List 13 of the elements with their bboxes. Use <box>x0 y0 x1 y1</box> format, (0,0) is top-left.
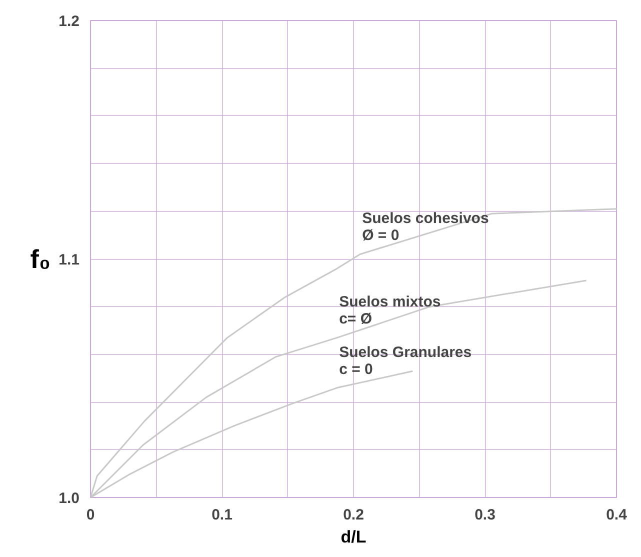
x-tick-label: 0.4 <box>606 506 628 524</box>
x-tick-label: 0.2 <box>343 506 364 524</box>
y-axis-title: f₀ <box>30 244 51 274</box>
x-tick-label: 0.1 <box>212 506 232 524</box>
series-label: Suelos cohesivos Ø = 0 <box>362 210 489 244</box>
series-label: Suelos mixtos c= Ø <box>339 294 441 328</box>
y-tick-label: 1.2 <box>58 13 80 30</box>
x-tick-label: 0 <box>86 506 95 524</box>
y-tick-label: 1.1 <box>58 252 80 268</box>
y-tick-label: 1.0 <box>58 490 80 507</box>
series-label: Suelos Granulares c = 0 <box>339 344 472 378</box>
x-axis-title: d/L <box>340 528 366 546</box>
x-tick-label: 0.3 <box>474 506 496 524</box>
